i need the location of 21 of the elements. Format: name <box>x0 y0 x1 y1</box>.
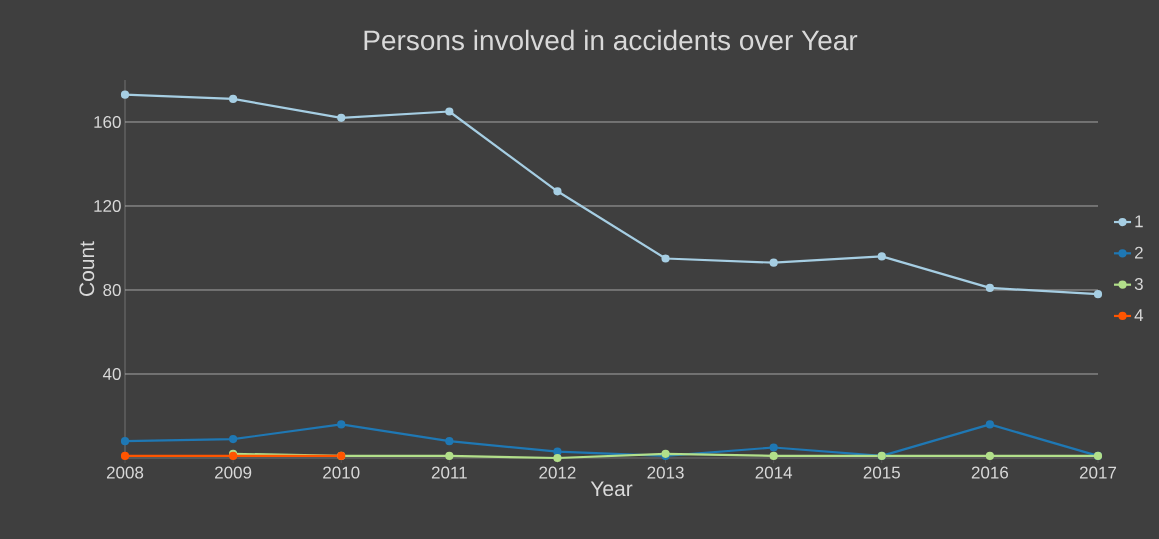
y-tick-label: 120 <box>94 199 121 213</box>
x-tick-label: 2010 <box>323 466 360 479</box>
x-tick-label: 2009 <box>215 466 252 479</box>
y-tick-label: 40 <box>102 367 121 381</box>
legend-label: 3 <box>1134 278 1143 291</box>
legend-label: 2 <box>1135 246 1143 259</box>
x-tick-label: 2008 <box>106 466 144 479</box>
y-tick-label: 160 <box>94 115 121 129</box>
x-tick-label: 2012 <box>539 466 576 479</box>
x-tick-label: 2014 <box>755 466 793 479</box>
x-axis-title: Year <box>590 481 633 497</box>
x-tick-label: 2015 <box>863 466 900 479</box>
y-tick-label: 80 <box>103 283 121 297</box>
x-tick-label: 2017 <box>1079 466 1117 479</box>
x-tick-label: 2011 <box>431 466 467 479</box>
legend-label: 1 <box>1135 215 1143 228</box>
x-tick-label: 2013 <box>647 466 684 479</box>
legend-label: 4 <box>1134 309 1144 322</box>
y-axis-title: Count <box>79 241 95 296</box>
chart-title: Persons involved in accidents over Year <box>364 29 858 51</box>
x-tick-label: 2016 <box>971 466 1009 479</box>
